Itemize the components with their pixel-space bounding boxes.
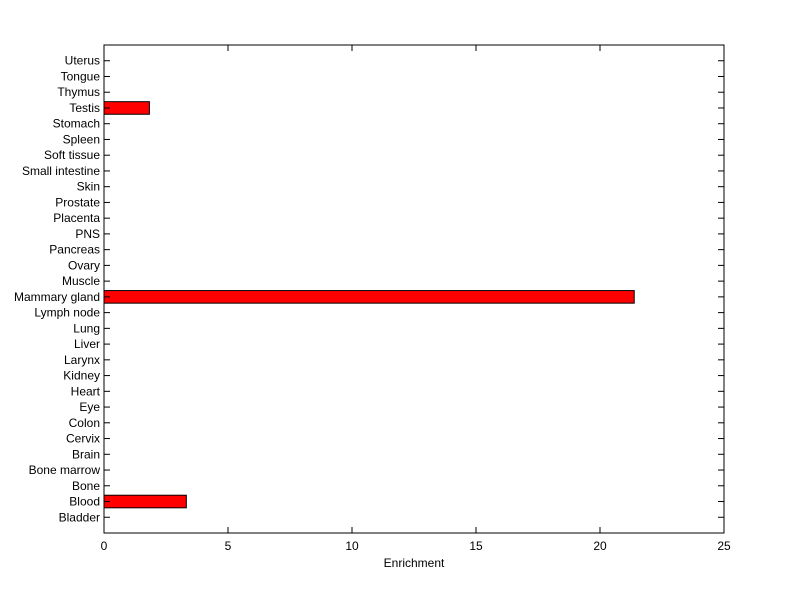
y-tick-label: Placenta	[53, 211, 100, 225]
y-tick-label: Stomach	[53, 117, 100, 131]
y-tick-label: Pancreas	[49, 243, 100, 257]
y-tick-label: Heart	[71, 384, 101, 398]
y-tick-label: PNS	[75, 227, 100, 241]
x-axis-label: Enrichment	[384, 556, 445, 570]
y-tick-label: Brain	[72, 447, 100, 461]
y-tick-label: Muscle	[62, 274, 100, 288]
x-tick-label: 5	[225, 539, 232, 553]
y-tick-label: Prostate	[55, 195, 100, 209]
y-tick-label: Blood	[69, 495, 100, 509]
y-tick-label: Spleen	[63, 132, 100, 146]
y-tick-label: Ovary	[68, 258, 100, 272]
y-tick-label: Cervix	[66, 432, 100, 446]
y-tick-label: Uterus	[65, 54, 100, 68]
y-tick-label: Skin	[77, 180, 100, 194]
y-tick-label: Bone	[72, 479, 100, 493]
x-tick-label: 0	[101, 539, 108, 553]
y-tick-label: Colon	[69, 416, 100, 430]
x-tick-label: 20	[593, 539, 607, 553]
y-tick-label: Lung	[73, 321, 100, 335]
y-tick-label: Testis	[69, 101, 100, 115]
y-tick-label: Bladder	[59, 510, 100, 524]
x-tick-label: 25	[717, 539, 731, 553]
bar-blood	[103, 494, 187, 509]
y-tick-label: Thymus	[57, 85, 100, 99]
x-tick-label: 15	[469, 539, 483, 553]
y-tick-label: Small intestine	[22, 164, 100, 178]
y-tick-label: Eye	[79, 400, 100, 414]
y-tick-label: Bone marrow	[29, 463, 101, 477]
x-tick-label: 10	[345, 539, 359, 553]
y-tick-label: Kidney	[63, 369, 100, 383]
bar-testis	[103, 101, 150, 115]
plot-frame	[103, 44, 725, 534]
y-tick-label: Liver	[74, 337, 100, 351]
y-tick-label: Mammary gland	[14, 290, 100, 304]
y-tick-label: Larynx	[64, 353, 100, 367]
bar-mammary-gland	[103, 290, 635, 304]
y-tick-label: Soft tissue	[44, 148, 100, 162]
y-tick-label: Tongue	[61, 69, 101, 83]
y-tick-label: Lymph node	[34, 306, 100, 320]
